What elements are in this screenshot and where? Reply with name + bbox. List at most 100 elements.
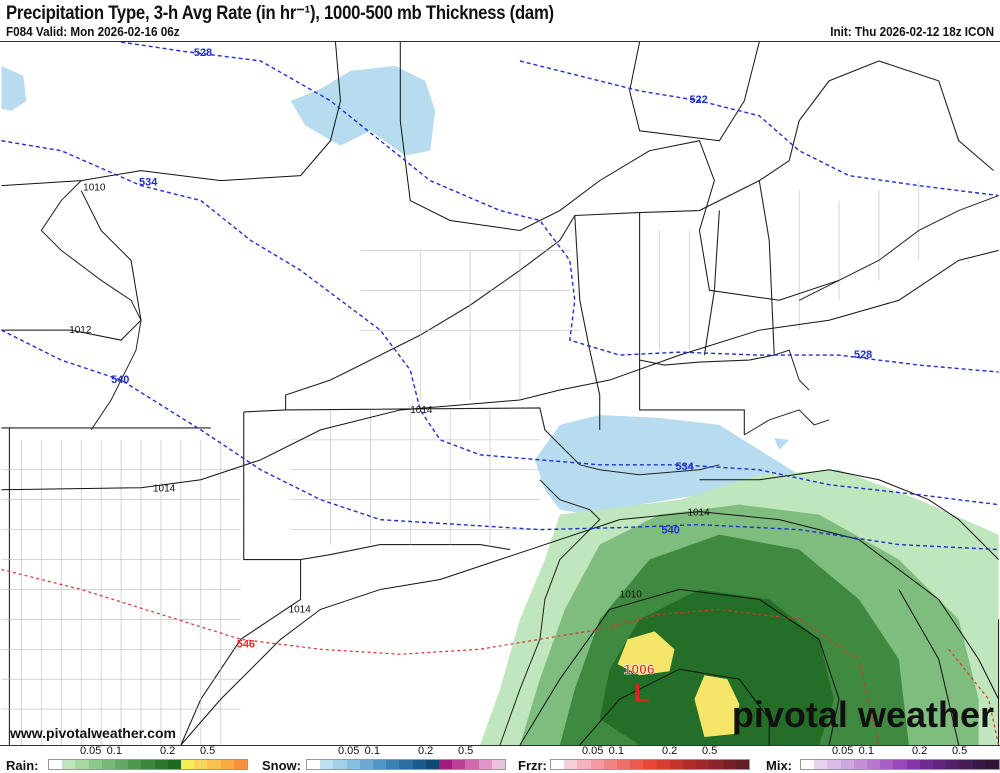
legend-swatch	[181, 760, 195, 769]
legend-swatch	[88, 760, 102, 769]
legend-swatch	[425, 760, 440, 769]
legend-swatch	[412, 760, 426, 769]
heavy-rain-yellow-2	[694, 675, 740, 738]
legend-swatch	[867, 760, 881, 769]
legend-tick: 0.05	[582, 745, 604, 757]
legend-tick: 0.1	[106, 745, 122, 757]
thickness-label: 540	[111, 374, 129, 386]
legend-swatch	[167, 760, 182, 769]
legend-swatch	[893, 760, 907, 769]
legend-swatch	[603, 760, 618, 769]
legend-swatch	[590, 760, 604, 769]
legend-label: Snow:	[262, 758, 301, 773]
thickness-label: 528	[194, 47, 212, 59]
legend-swatch	[154, 760, 168, 769]
legend-swatch	[919, 760, 934, 769]
pressure-label: 1014	[153, 484, 176, 495]
valid-time: F084 Valid: Mon 2026-02-16 06z	[6, 24, 180, 39]
isobars	[1, 42, 1000, 745]
legend-colorbar	[800, 759, 1000, 770]
map-title: Precipitation Type, 3-h Avg Rate (in hr⁻…	[6, 3, 554, 24]
legend-swatch	[465, 760, 479, 769]
legend-swatch	[333, 760, 347, 769]
thickness-546-line	[1, 568, 880, 745]
legend-tick: 0.5	[458, 745, 474, 757]
legend-swatch	[320, 760, 334, 769]
brand-logo: pivotal weather	[731, 694, 994, 735]
legend-colorbar	[306, 759, 506, 770]
pressure-label: 1014	[410, 405, 433, 416]
legend-swatch	[814, 760, 828, 769]
legend-swatch	[577, 760, 591, 769]
thickness-label: 540	[662, 525, 680, 537]
thickness-labels: 528 522 534 540 528 534 540 546	[111, 47, 872, 650]
snow-area-west-2	[774, 437, 790, 450]
legend-swatch	[683, 760, 697, 769]
legend-tick: 0.5	[702, 745, 718, 757]
legend-swatch	[840, 760, 854, 769]
legend-swatch	[128, 760, 142, 769]
pressure-label: 1010	[620, 589, 643, 600]
legend-swatch	[630, 760, 644, 769]
legend-swatch	[207, 760, 221, 769]
coastline	[40, 180, 999, 745]
legend-swatch	[933, 760, 947, 769]
legend-swatch	[307, 760, 321, 769]
precip-legend: Rain: 0.05 0.1 0.2 0.5 Snow: 0.05 0.1 0.2 0.5 Frzr…	[0, 745, 1000, 773]
heavy-rain-yellow-1	[617, 631, 675, 676]
legend-swatch	[801, 760, 815, 769]
pressure-label: 1014	[289, 604, 312, 615]
legend-swatch	[709, 760, 723, 769]
legend-tick: 0.2	[662, 745, 678, 757]
legend-swatch	[233, 760, 248, 769]
legend-swatch	[643, 760, 657, 769]
legend-swatch	[564, 760, 578, 769]
legend-swatch	[62, 760, 76, 769]
legend-colorbar	[550, 759, 750, 770]
legend-swatch	[115, 760, 129, 769]
legend-tick: 0.2	[418, 745, 434, 757]
legend-swatch	[551, 760, 565, 769]
low-pressure-value: 1006	[624, 661, 655, 677]
legend-swatch	[373, 760, 387, 769]
pressure-label: 1010	[83, 183, 106, 194]
legend-tick: 0.05	[80, 745, 102, 757]
legend-tick: 0.1	[608, 745, 624, 757]
legend-swatch	[959, 760, 973, 769]
legend-swatch	[399, 760, 413, 769]
legend-tick: 0.1	[364, 745, 380, 757]
legend-swatch	[478, 760, 492, 769]
legend-tick: 0.2	[912, 745, 928, 757]
weather-map: 528 522 534 540 528 534 540 546 1010 101…	[0, 41, 1000, 746]
legend-swatch	[101, 760, 116, 769]
thickness-label: 522	[689, 94, 707, 106]
watermark-url: www.pivotalweather.com	[10, 725, 176, 741]
legend-swatch	[656, 760, 670, 769]
legend-tick: 0.1	[858, 745, 874, 757]
legend-swatch	[985, 760, 1000, 769]
legend-swatch	[696, 760, 710, 769]
thickness-label: 528	[854, 349, 872, 361]
init-time: Init: Thu 2026-02-12 18z ICON	[830, 24, 994, 39]
thickness-label: 534	[139, 177, 158, 189]
legend-swatch	[880, 760, 894, 769]
legend-label: Mix:	[766, 758, 792, 773]
low-pressure-marker: L	[634, 680, 650, 708]
legend-swatch	[439, 760, 453, 769]
legend-swatch	[722, 760, 736, 769]
legend-swatch	[49, 760, 63, 769]
legend-swatch	[220, 760, 234, 769]
legend-swatch	[141, 760, 155, 769]
legend-swatch	[946, 760, 960, 769]
legend-swatch	[75, 760, 89, 769]
legend-tick: 0.5	[200, 745, 216, 757]
snow-area-northwest	[1, 65, 27, 111]
legend-label: Rain:	[6, 758, 39, 773]
legend-tick: 0.05	[338, 745, 360, 757]
legend-swatch	[906, 760, 920, 769]
precip-layer	[1, 65, 999, 745]
rain-intense	[599, 589, 835, 745]
legend-swatch	[491, 760, 506, 769]
legend-swatch	[452, 760, 466, 769]
pressure-label: 1014	[687, 508, 710, 519]
